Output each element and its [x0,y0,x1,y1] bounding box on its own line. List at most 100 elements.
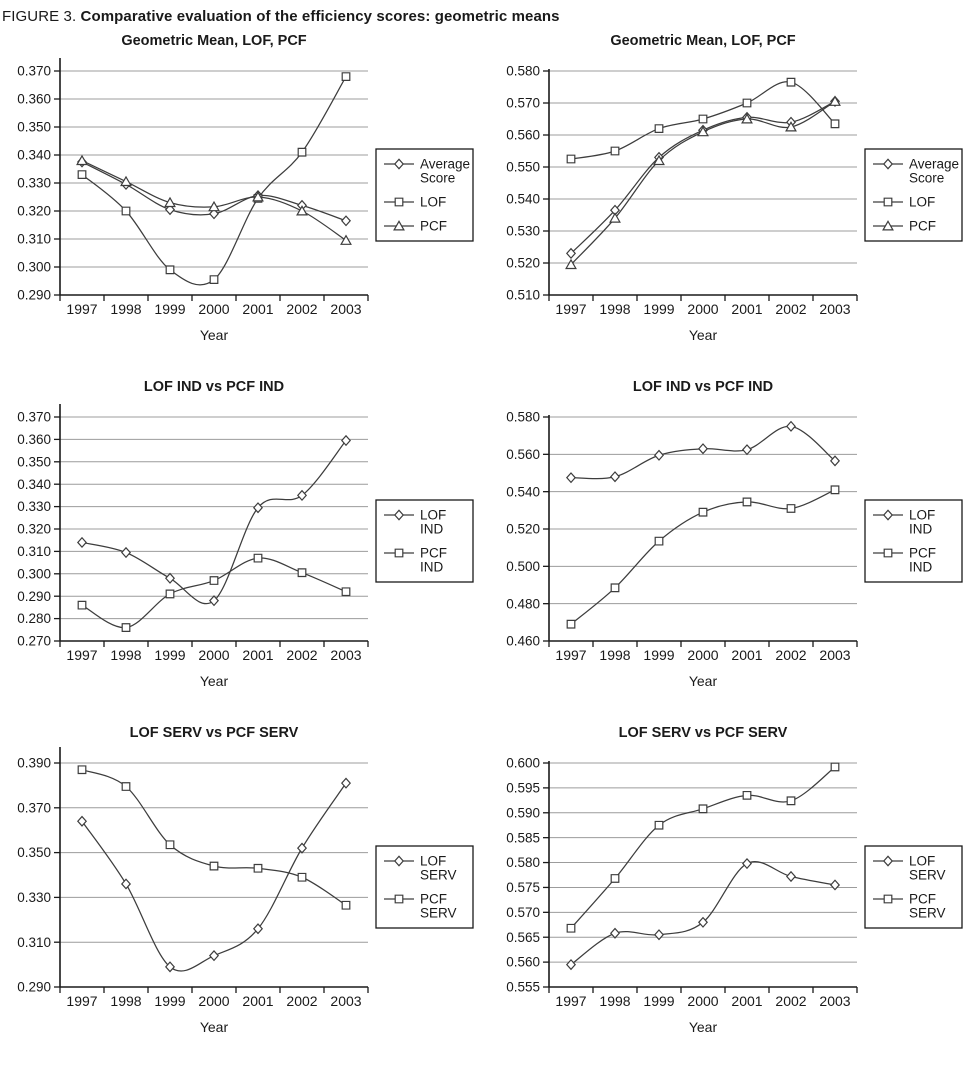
legend-label: LOF [420,854,446,869]
diamond-marker [252,502,264,514]
y-tick-label: 0.590 [506,805,540,820]
axes [59,747,368,988]
y-tick-label: 0.290 [17,288,51,303]
x-tick-label: 2001 [242,647,273,663]
x-tick-label: 2003 [819,301,850,317]
triangle-marker [785,121,797,132]
square-marker [253,553,263,563]
chart-title: LOF SERV vs PCF SERV [619,725,788,741]
y-axis-labels: 0.270 0.280 0.290 0.300 0.310 0.320 0.330 0.340… [17,410,51,649]
x-axis-ticks [59,641,369,647]
triangle-marker [653,154,665,166]
chart-lof-serv-vs-pcf-serv-right: LOF SERV vs PCF SERV 0.555 0.560 0.565 0.570… [506,725,963,1035]
legend-label: SERV [909,868,946,883]
square-marker [654,536,664,546]
legend-label: LOF [909,195,935,210]
x-tick-label: 2000 [198,301,229,317]
x-tick-label: 2002 [286,301,317,317]
triangle-marker [120,175,132,187]
chart-lof-serv-vs-pcf-serv-left: LOF SERV vs PCF SERV 0.290 0.310 0.330 0.350… [17,725,474,1035]
square-marker [698,114,708,124]
square-marker [654,820,664,830]
series-pcf-serv [77,765,351,910]
x-tick-label: 1998 [110,301,141,317]
x-tick-label: 2002 [286,993,317,1009]
x-tick-label: 2003 [330,301,361,317]
square-marker [830,119,840,129]
square-marker [830,762,840,772]
y-tick-label: 0.310 [17,232,51,247]
series-lof-serv [565,857,841,971]
legend-square-marker [394,894,404,904]
y-tick-label: 0.580 [506,855,540,870]
x-tick-label: 1999 [643,647,674,663]
series-lof-serv [76,777,352,973]
y-tick-label: 0.520 [506,522,540,537]
legend-label: Average [420,157,470,172]
legend-diamond-marker [393,509,405,521]
y-tick-label: 0.560 [506,447,540,462]
x-tick-label: 2001 [242,301,273,317]
x-axis-ticks [59,987,369,993]
square-marker [610,874,620,883]
y-tick-label: 0.585 [506,830,540,845]
x-axis-labels: 1997 1998 1999 2000 2001 2002 2003 [66,647,361,663]
diamond-marker [653,929,665,941]
square-marker [566,154,576,164]
series-lof-ind [76,434,352,607]
diamond-marker [340,777,352,789]
series-pcf [565,95,841,270]
x-tick-label: 2001 [731,993,762,1009]
legend-label: IND [420,522,444,537]
gridlines [60,416,368,620]
y-axis-labels: 0.290 0.300 0.310 0.320 0.330 0.340 0.350 0.360… [17,64,51,303]
x-axis-labels: 1997 1998 1999 2000 2001 2002 2003 [555,301,850,317]
x-tick-label: 2000 [687,647,718,663]
x-tick-label: 1999 [643,301,674,317]
legend-label: LOF [420,508,446,523]
square-marker [566,923,576,933]
x-tick-label: 1998 [599,301,630,317]
y-tick-label: 0.570 [506,905,540,920]
square-marker [698,507,708,517]
y-tick-label: 0.300 [17,566,51,581]
x-tick-label: 2003 [819,993,850,1009]
chart-title: Geometric Mean, LOF, PCF [610,33,795,49]
triangle-marker [340,234,352,245]
legend-diamond-marker [393,158,405,170]
x-tick-label: 2001 [242,993,273,1009]
x-tick-label: 1998 [110,647,141,663]
x-tick-label: 2002 [775,993,806,1009]
figure-title: FIGURE 3. Comparative evaluation of the … [0,0,969,27]
x-axis-labels: 1997 1998 1999 2000 2001 2002 2003 [66,301,361,317]
triangle-marker [296,205,308,216]
triangle-marker [609,212,621,223]
series-pcf-serv [566,762,840,933]
square-marker [654,124,664,133]
diamond-marker [164,572,176,584]
square-marker [610,583,620,593]
series-pcf-ind [77,553,351,632]
x-axis-title: Year [200,327,229,343]
y-tick-label: 0.575 [506,880,540,895]
legend-label: LOF [909,854,935,869]
x-axis-title: Year [689,1019,718,1035]
legend-diamond-marker [882,509,894,521]
legend-label: Score [420,171,455,186]
x-tick-label: 2003 [819,647,850,663]
x-axis-labels: 1997 1998 1999 2000 2001 2002 2003 [66,993,361,1009]
legend-square-marker [394,548,404,558]
y-tick-label: 0.565 [506,930,540,945]
y-axis-ticks [543,762,549,988]
figure-title-text: Comparative evaluation of the efficiency… [80,8,560,25]
diamond-marker [120,878,132,890]
diamond-marker [653,449,665,461]
triangle-marker [697,125,709,137]
diamond-marker [609,927,621,939]
x-tick-label: 2003 [330,993,361,1009]
y-tick-label: 0.350 [17,454,51,469]
diamond-marker [785,870,797,883]
